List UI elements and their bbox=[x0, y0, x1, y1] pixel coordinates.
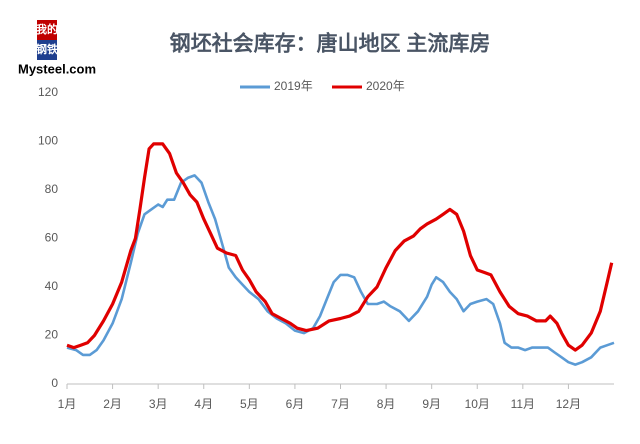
x-tick-label: 2月 bbox=[103, 397, 122, 411]
y-tick-label: 100 bbox=[38, 134, 58, 148]
y-tick-label: 40 bbox=[45, 279, 59, 293]
x-tick-label: 9月 bbox=[422, 397, 441, 411]
legend-label: 2019年 bbox=[274, 79, 313, 93]
y-tick-label: 120 bbox=[38, 85, 58, 99]
y-tick-label: 80 bbox=[45, 182, 59, 196]
x-tick-label: 5月 bbox=[240, 397, 259, 411]
logo-box bbox=[37, 20, 57, 40]
x-tick-label: 12月 bbox=[556, 397, 581, 411]
x-tick-label: 8月 bbox=[377, 397, 396, 411]
chart-title: 钢坯社会库存：唐山地区 主流库房 bbox=[170, 32, 491, 56]
y-tick-label: 0 bbox=[51, 376, 58, 390]
line-series bbox=[66, 142, 614, 352]
logo-text: 我的 bbox=[36, 22, 58, 36]
y-tick-label: 60 bbox=[45, 231, 59, 245]
x-tick-label: 7月 bbox=[331, 397, 350, 411]
logo-brand: Mysteel.com bbox=[18, 61, 96, 76]
x-tick-label: 6月 bbox=[286, 397, 305, 411]
x-tick-label: 11月 bbox=[511, 397, 535, 411]
x-tick-label: 3月 bbox=[149, 397, 168, 411]
legend-label: 2020年 bbox=[366, 79, 405, 93]
logo-text: 钢铁 bbox=[36, 42, 58, 56]
y-tick-label: 20 bbox=[45, 328, 59, 342]
line-series bbox=[66, 174, 615, 366]
x-tick-label: 1月 bbox=[58, 397, 77, 411]
x-tick-label: 10月 bbox=[465, 397, 490, 411]
logo-box bbox=[37, 40, 57, 60]
x-tick-label: 4月 bbox=[194, 397, 213, 411]
